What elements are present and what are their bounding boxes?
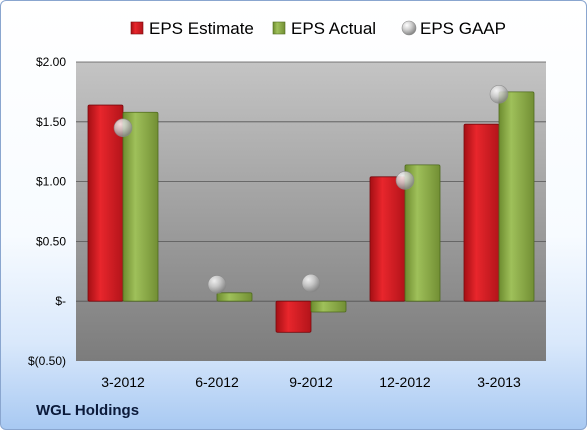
y-tick-label: $(0.50) <box>28 354 66 368</box>
bar-eps-actual <box>122 111 159 302</box>
marker-eps-gaap <box>207 275 227 294</box>
legend-swatch <box>272 21 286 35</box>
marker-eps-gaap <box>489 84 509 104</box>
gaap-markers <box>113 84 509 294</box>
bar-eps-actual <box>310 300 347 313</box>
y-tick-label: $2.00 <box>36 55 66 69</box>
x-tick-label: 9-2012 <box>289 374 333 390</box>
chart-legend: EPS Estimate EPS Actual EPS GAAP <box>130 19 506 38</box>
bar-eps-estimate <box>275 300 312 333</box>
marker-eps-gaap <box>395 171 415 190</box>
y-tick-label: $0.50 <box>36 234 66 248</box>
x-tick-label: 12-2012 <box>379 374 431 390</box>
marker-eps-gaap <box>301 273 321 293</box>
bar-eps-actual <box>498 91 535 302</box>
bar-eps-actual <box>404 164 441 302</box>
legend-label: EPS Actual <box>291 19 376 38</box>
x-axis: 3-2012 6-2012 9-2012 12-2012 3-2013 <box>101 374 521 390</box>
x-tick-label: 3-2013 <box>477 374 521 390</box>
bar-eps-estimate <box>369 176 406 302</box>
bars <box>87 91 535 333</box>
company-label: WGL Holdings <box>36 402 140 419</box>
x-tick-label: 6-2012 <box>195 374 239 390</box>
marker-eps-gaap <box>113 118 133 138</box>
y-tick-label: $1.00 <box>36 175 66 189</box>
legend-label: EPS Estimate <box>149 19 254 38</box>
bar-eps-estimate <box>463 123 500 302</box>
legend-swatch <box>401 20 417 36</box>
bar-eps-actual <box>216 292 253 302</box>
y-axis: $(0.50) $- $0.50 $1.00 $1.50 $2.00 <box>28 55 66 368</box>
x-tick-label: 3-2012 <box>101 374 145 390</box>
legend-label: EPS GAAP <box>420 19 506 38</box>
y-tick-label: $- <box>55 294 66 308</box>
legend-swatch <box>130 21 144 35</box>
y-tick-label: $1.50 <box>36 115 66 129</box>
